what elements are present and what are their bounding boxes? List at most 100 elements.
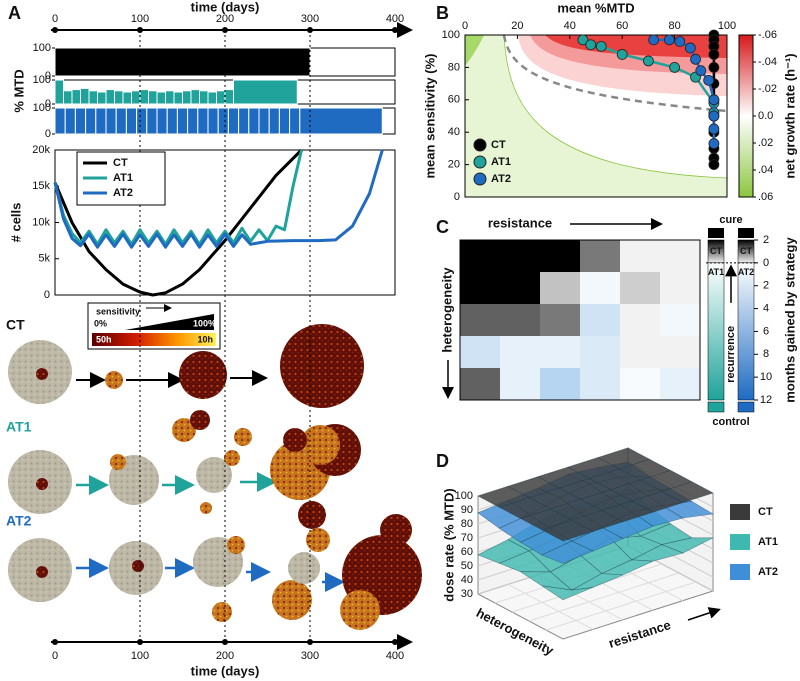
panel-label: B <box>436 3 449 23</box>
legend-label: AT1 <box>113 172 133 184</box>
heatmap-cell <box>540 272 581 305</box>
point <box>703 74 715 86</box>
y-tick-label: 0 <box>44 289 50 301</box>
colorbar-tick-label: 12 <box>760 394 772 406</box>
heatmap-cell <box>580 368 621 401</box>
y-tick-label: 0 <box>454 191 460 203</box>
colorbar-bottom <box>737 401 755 413</box>
legend-label: CT <box>113 157 128 169</box>
panel-label: A <box>8 3 21 23</box>
heatmap-cell <box>540 240 581 273</box>
x-axis-title: time (days) <box>191 663 260 678</box>
point <box>708 94 720 106</box>
legend-label: AT2 <box>491 173 511 185</box>
surface-patch <box>541 585 594 601</box>
dose-bar <box>216 90 226 105</box>
x-tick <box>52 27 58 33</box>
tumor-illustration: sensitivity 0% 100% 50h 10h CT AT1 AT2 <box>6 302 422 630</box>
dose-bar <box>182 90 192 105</box>
z-tick-label: 90 <box>461 504 473 516</box>
point <box>648 34 660 46</box>
heatmap-cell <box>500 304 541 337</box>
dose-bar <box>64 107 76 135</box>
dose-bar <box>85 107 97 135</box>
plot-frame <box>459 239 701 401</box>
dose-bar <box>299 107 383 135</box>
dose-bar <box>95 107 107 135</box>
z-tick-label: 70 <box>461 532 473 544</box>
dose-bar <box>289 107 301 135</box>
dose-bar <box>88 90 98 105</box>
y-tick-label: 20k <box>32 144 50 156</box>
legend-label: AT2 <box>758 566 778 578</box>
point <box>663 34 675 46</box>
colorbar-tick-label: 2 <box>763 234 769 246</box>
point <box>695 65 707 77</box>
series-line <box>53 149 303 246</box>
z-tick-label: 100 <box>455 490 473 502</box>
dose-bar <box>114 90 124 105</box>
heatmap-cell <box>620 272 661 305</box>
colorbar-column-label: AT2 <box>738 267 754 277</box>
y-tick-label: 100 <box>33 74 51 86</box>
z-tick-label: 60 <box>461 546 473 558</box>
panel-label: C <box>436 217 449 237</box>
heatmap-cell <box>460 368 501 401</box>
dose-bar <box>224 89 234 105</box>
z-tick-label: 40 <box>461 574 473 586</box>
row-label: AT1 <box>6 419 32 435</box>
y-tick-label: 100 <box>33 42 51 54</box>
y-tick-label: 0 <box>45 98 51 110</box>
series-line <box>53 148 303 297</box>
heatmap-cell <box>500 272 541 305</box>
dose-bar <box>146 107 158 135</box>
colorbar-tick-label: -.04 <box>758 56 777 68</box>
heatmap-cell <box>620 336 661 369</box>
heatmap-cell <box>500 240 541 273</box>
dose-bar <box>148 90 158 105</box>
point <box>643 55 654 67</box>
legend-fast: 10h <box>197 334 213 344</box>
dose-bar <box>156 107 168 135</box>
y-axis-title: mean sensitivity (%) <box>422 54 437 179</box>
heatmap-cell <box>620 368 661 401</box>
heatmap-cell <box>540 304 581 337</box>
dose-bar <box>105 89 115 105</box>
dose-bar <box>125 107 138 135</box>
heatmap-cell <box>500 368 541 401</box>
dose-bar <box>105 107 117 135</box>
x-tick-label: 100 <box>718 20 736 32</box>
z-axis-title: dose rate (% MTD) <box>441 488 456 601</box>
colorbar-tick-label: 0 <box>763 257 769 269</box>
dose-bar <box>248 107 260 135</box>
dose-bar <box>80 87 90 105</box>
point <box>690 53 701 65</box>
legend-swatch <box>473 155 487 169</box>
legend-high: 100% <box>193 318 216 328</box>
x-axis-title: resistance <box>488 215 552 230</box>
legend-swatch <box>730 564 750 580</box>
z-tick-label: 30 <box>461 588 473 600</box>
z-tick-label: 80 <box>461 518 473 530</box>
colorbar-column-label: AT1 <box>708 267 724 277</box>
dose-bar <box>156 91 166 105</box>
dose-bar <box>54 107 66 135</box>
colorbar-tick-label: .06 <box>758 191 773 203</box>
legend-low: 0% <box>94 318 107 328</box>
x-tick-label: 200 <box>216 13 234 25</box>
colorbar-tick-label: .04 <box>758 164 773 176</box>
colorbar <box>738 34 754 198</box>
heatmap-cell <box>660 336 701 369</box>
row-label: CT <box>6 317 25 333</box>
dose-bar <box>227 107 240 135</box>
colorbar-tick-label: 4 <box>763 302 769 314</box>
colorbar-top-label: cure <box>719 214 742 226</box>
dose-bar <box>197 107 209 135</box>
colorbar-top <box>738 228 754 238</box>
x-tick-label: 400 <box>386 650 404 662</box>
point <box>708 123 720 135</box>
axis-arrow <box>687 607 721 621</box>
dose-bar <box>233 79 298 105</box>
row-label: AT2 <box>6 513 32 529</box>
